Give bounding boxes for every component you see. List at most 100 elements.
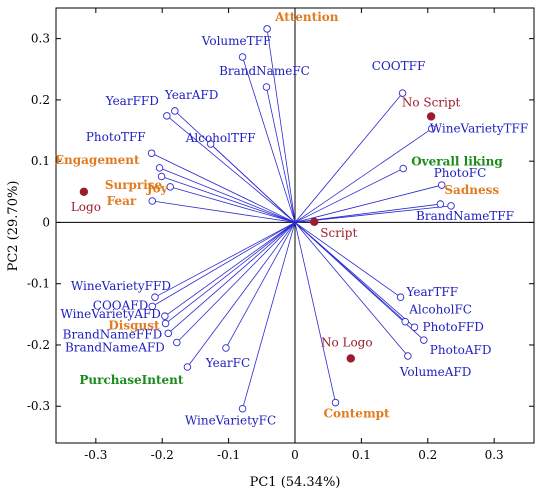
variable-vector — [225, 222, 296, 349]
x-tick-label: 0.1 — [352, 448, 371, 462]
emotion-label: Joy — [146, 181, 169, 195]
x-axis-title: PC1 (54.34%) — [250, 475, 341, 490]
variable-label: VolumeAFD — [399, 365, 471, 379]
sample-label: Logo — [71, 200, 101, 214]
x-tick-label: -0.1 — [217, 448, 240, 462]
variable-label: WineVarietyAFD — [60, 307, 160, 321]
emotion-label: Sadness — [444, 183, 499, 197]
sample-label: No Logo — [321, 335, 373, 349]
variable-label: YearFFD — [105, 94, 159, 108]
variable-label: BrandNameAFD — [65, 341, 165, 355]
emotion-point — [155, 164, 164, 172]
variable-point — [447, 202, 455, 210]
liking-label: Overall liking — [411, 155, 503, 169]
emotion-point — [157, 172, 166, 181]
variable-label: PhotoFFD — [423, 320, 484, 334]
emotion-point — [263, 25, 271, 33]
variable-vector — [210, 143, 296, 223]
liking-point — [183, 363, 192, 371]
variable-point — [396, 293, 405, 301]
variable-point — [404, 352, 412, 360]
variable-vector — [176, 222, 296, 343]
variable-label: BrandNameFC — [219, 64, 310, 78]
emotion-vector — [161, 176, 296, 223]
axis-ticks: -0.3 -0.2 -0.1 0 0.1 0.2 0.3 -0.3 -0.2 -0.1 0 0.1 0.… — [27, 8, 534, 462]
variable-point — [161, 312, 169, 320]
emotion-vector — [159, 167, 296, 223]
variable-label: WineVarietyFC — [185, 414, 276, 428]
sample-point — [79, 187, 89, 197]
emotion-point — [331, 398, 340, 407]
variable-vector — [294, 205, 452, 223]
sample-point — [346, 354, 355, 363]
sample-label: Script — [320, 226, 357, 240]
variable-label: PhotoFC — [434, 166, 487, 180]
y-tick-label: 0.1 — [31, 154, 50, 168]
variable-vector — [154, 222, 296, 298]
variable-label: COOTFF — [372, 59, 426, 73]
loading-vectors — [151, 28, 452, 409]
emotion-label: Fear — [107, 194, 137, 208]
variable-point — [238, 53, 247, 61]
y-tick-label: -0.3 — [27, 399, 50, 413]
liking-vector — [187, 222, 296, 368]
emotion-point — [161, 319, 170, 328]
emotion-label: Surprise — [105, 178, 163, 192]
x-tick-label: -0.2 — [151, 448, 174, 462]
variable-point — [238, 404, 247, 413]
variable-label: COOAFD — [93, 298, 148, 312]
variable-vector — [294, 222, 415, 328]
variable-label: BrandNameTFF — [416, 209, 514, 223]
emotion-vector — [170, 186, 296, 223]
variable-point — [147, 149, 156, 157]
emotion-vector — [152, 200, 296, 223]
variable-point — [164, 329, 172, 338]
x-tick-label: 0.2 — [418, 448, 437, 462]
emotion-point — [148, 197, 157, 205]
variable-vector — [294, 222, 409, 357]
variable-vector — [294, 92, 403, 223]
sample-point — [310, 217, 319, 227]
liking-label: PurchaseIntent — [79, 373, 184, 387]
variable-vector — [294, 222, 401, 298]
data-points — [79, 25, 455, 413]
variable-point — [410, 323, 419, 331]
variable-vector — [242, 222, 296, 409]
emotion-label: Attention — [274, 10, 339, 24]
y-tick-label: 0.3 — [31, 32, 50, 46]
emotion-label: Engagement — [55, 153, 140, 167]
variable-vector — [166, 115, 296, 223]
variable-point — [262, 83, 271, 91]
variable-point — [171, 107, 179, 115]
point-labels: VolumeTFF BrandNameFC YearFFD YearAFD Alcoho… — [55, 10, 528, 428]
x-tick-label: 0.3 — [485, 448, 504, 462]
variable-point — [151, 293, 159, 301]
variable-point — [401, 317, 409, 326]
variable-vector — [167, 222, 296, 334]
variable-vector — [164, 222, 296, 317]
variable-point — [398, 89, 407, 97]
y-tick-label: -0.1 — [27, 277, 50, 291]
variable-point — [148, 302, 157, 311]
variable-vector — [266, 86, 296, 223]
emotion-point — [166, 183, 174, 191]
emotion-vector — [266, 28, 296, 223]
emotion-point — [436, 200, 445, 208]
emotion-label: Contempt — [323, 407, 390, 421]
y-tick-label: 0.2 — [31, 93, 50, 107]
x-tick-label: 0 — [291, 448, 299, 462]
variable-label: VolumeTFF — [201, 34, 272, 48]
emotion-vector — [294, 203, 441, 223]
variable-label: AlcoholFC — [408, 303, 472, 317]
variable-vector — [152, 222, 296, 307]
variable-label: PhotoAFD — [430, 343, 492, 357]
variable-label: AlcoholTFF — [185, 131, 256, 145]
variable-label: YearTFF — [406, 285, 459, 299]
variable-point — [206, 140, 215, 148]
liking-vector — [294, 168, 404, 223]
emotion-vector — [294, 222, 336, 403]
y-axis-title: PC2 (29.70%) — [6, 181, 21, 272]
variable-point — [173, 338, 181, 347]
y-tick-label: -0.2 — [27, 338, 50, 352]
